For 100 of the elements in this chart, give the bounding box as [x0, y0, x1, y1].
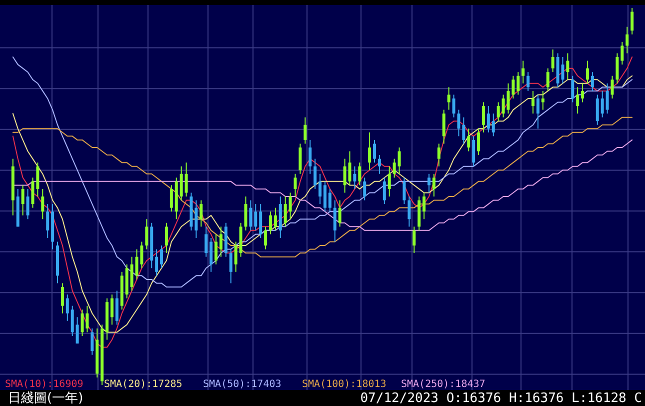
- candlestick: [616, 52, 619, 84]
- text: 日綫圖(一年): [8, 391, 84, 406]
- candlestick: [115, 290, 118, 326]
- text: SMA(100):18013: [302, 379, 386, 390]
- candlestick: [590, 72, 594, 92]
- candlestick: [288, 192, 292, 220]
- candlestick: [76, 316, 79, 344]
- candlestick: [398, 146, 401, 174]
- candlestick: [496, 102, 500, 122]
- candlestick: [467, 128, 470, 152]
- candlestick: [442, 109, 446, 144]
- candlestick: [546, 68, 550, 92]
- candlestick: [462, 116, 466, 144]
- candlestick: [620, 41, 624, 66]
- candlestick: [284, 196, 287, 228]
- candlestick: [234, 241, 238, 272]
- candlestick: [532, 90, 535, 114]
- candlestick: [338, 200, 342, 228]
- candlestick: [204, 226, 208, 258]
- candlestick: [328, 188, 332, 212]
- candlestick: [200, 200, 203, 228]
- text: 07/12/2023 O:16376 H:16376 L:16128 C: [360, 391, 642, 406]
- candlestick: [254, 204, 258, 231]
- candlestick: [46, 204, 50, 238]
- candlestick: [26, 188, 30, 220]
- candlestick: [522, 60, 525, 84]
- candlestick: [249, 200, 252, 231]
- candlestick: [41, 188, 44, 220]
- candlestick: [358, 162, 362, 186]
- candlestick: [294, 173, 297, 197]
- candlestick: [412, 226, 416, 254]
- candlestick: [388, 166, 391, 197]
- candlestick: [378, 154, 381, 174]
- candlestick: [432, 173, 436, 197]
- candlestick: [392, 158, 396, 178]
- candlestick: [402, 177, 406, 205]
- candlestick: [526, 72, 530, 92]
- candlestick: [60, 282, 64, 314]
- candlestick: [368, 132, 372, 171]
- candlestick: [145, 218, 148, 250]
- candlestick: [571, 75, 574, 103]
- candlestick: [244, 196, 248, 231]
- candlestick: [610, 75, 614, 99]
- candlestick: [576, 86, 580, 114]
- candlestick: [452, 94, 456, 118]
- candlestick: [427, 173, 430, 194]
- candlestick: [210, 237, 213, 272]
- candlestick: [516, 72, 520, 96]
- candlestick: [482, 102, 485, 133]
- candlestick: [512, 75, 515, 99]
- candlestick: [457, 109, 460, 137]
- candlestick: [323, 180, 326, 212]
- candlestick: [164, 222, 168, 254]
- candlestick: [551, 48, 554, 73]
- text: SMA(20):17285: [104, 379, 182, 390]
- candlestick: [264, 226, 268, 250]
- candlestick: [566, 52, 570, 80]
- candlestick: [110, 294, 114, 326]
- candlestick: [333, 200, 336, 242]
- candlestick: [363, 177, 366, 201]
- candlestick: [259, 204, 262, 238]
- candlestick: [596, 94, 599, 126]
- candlestick: [130, 256, 134, 292]
- candlestick: [274, 207, 277, 231]
- candlestick: [626, 26, 629, 54]
- text: SMA(10):16909: [5, 379, 84, 390]
- candlestick: [229, 248, 232, 284]
- candlestick: [21, 184, 24, 216]
- candlestick: [90, 328, 94, 356]
- candlestick: [318, 173, 322, 205]
- text: SMA(50):17403: [203, 379, 282, 390]
- candlestick: [630, 8, 634, 35]
- text: SMA(250):18437: [401, 379, 486, 390]
- candlestick: [422, 192, 426, 220]
- candlestick: [184, 162, 188, 197]
- candlestick: [477, 128, 480, 156]
- candlestick: [170, 184, 173, 212]
- candlestick: [70, 305, 74, 336]
- candlestick: [308, 139, 312, 174]
- candlestick: [581, 82, 584, 103]
- candlestick: [472, 136, 476, 167]
- candlestick: [314, 158, 317, 190]
- candlestick: [437, 143, 440, 167]
- candlestick: [606, 82, 609, 114]
- candlestick: [36, 162, 40, 197]
- candlestick: [536, 94, 540, 130]
- candlestick: [268, 211, 272, 235]
- candlestick: [447, 86, 450, 110]
- candlestick: [373, 139, 376, 164]
- candlestick: [180, 166, 183, 201]
- candlestick: [31, 177, 34, 208]
- candlestick: [353, 166, 356, 190]
- candlestick: [492, 113, 495, 137]
- candlestick: [66, 294, 69, 322]
- candlestick: [194, 200, 198, 238]
- candlestick: [214, 234, 218, 265]
- candlestick: [408, 196, 411, 228]
- candlestick: [160, 245, 164, 269]
- candlestick: [304, 116, 307, 144]
- candlestick: [382, 177, 386, 205]
